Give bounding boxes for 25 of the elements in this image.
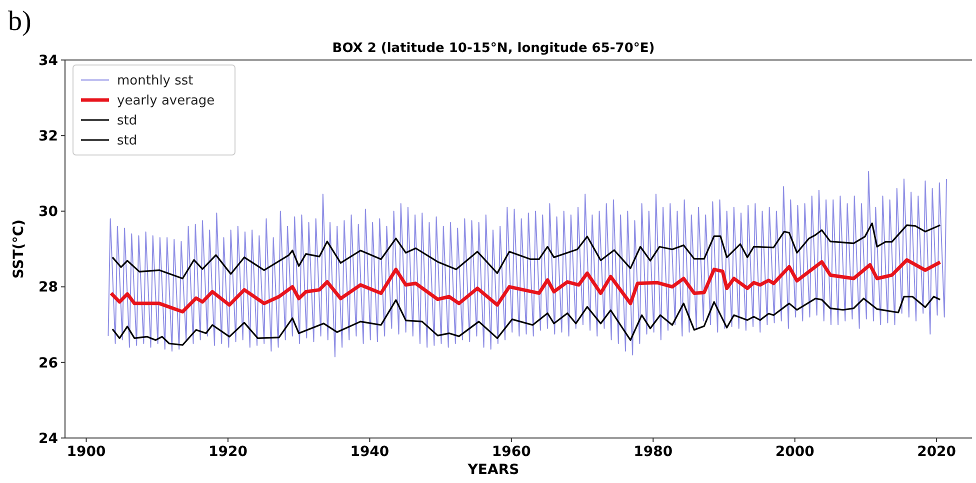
x-tick-label: 1920 [208,444,248,460]
y-tick-label: 34 [38,52,58,69]
x-tick-label: 1940 [350,444,390,460]
legend-label: std [117,134,138,149]
chart-title: BOX 2 (latitude 10-15°N, longitude 65-70°E) [332,41,655,56]
legend-label: std [117,114,138,129]
text: b) [8,6,32,37]
x-tick-label: 2020 [917,444,956,460]
x-tick-label: 1980 [634,444,673,460]
line-series [112,296,941,346]
line-series [109,258,942,314]
y-tick-label: 28 [38,280,58,296]
x-tick-label: 1900 [66,444,106,460]
y-tick-label: 26 [38,355,58,372]
x-tick-label: 1960 [492,444,532,460]
y-tick-label: 30 [38,204,58,220]
x-axis-title: YEARS [466,462,520,478]
y-tick-label: 32 [38,128,58,144]
y-axis-title: SST(°C) [11,219,27,279]
legend-label: monthly sst [117,74,194,89]
legend-label: yearly average [117,94,215,109]
line-series [108,171,947,358]
y-tick-label: 24 [38,430,58,447]
x-tick-label: 2000 [775,444,815,460]
line-series [112,222,941,280]
